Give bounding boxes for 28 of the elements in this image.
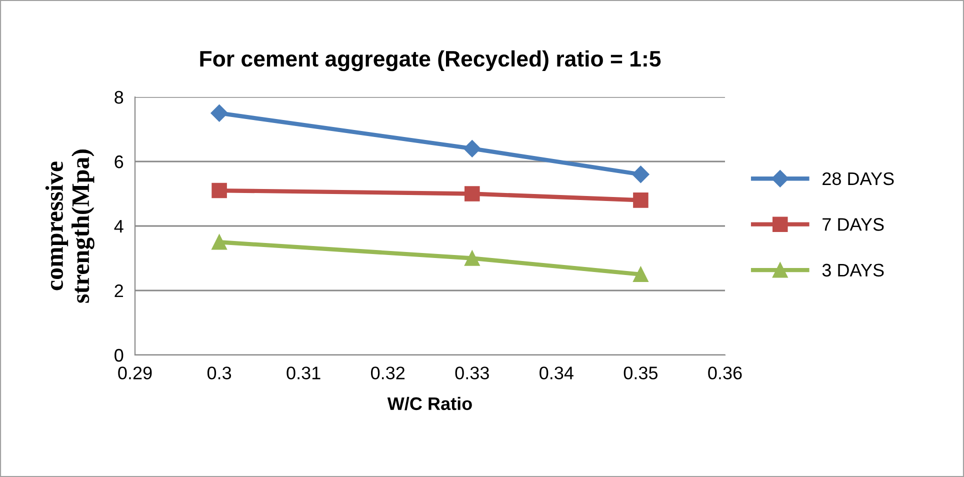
legend-label: 3 DAYS <box>822 264 884 277</box>
x-tick-label: 0.34 <box>540 366 574 380</box>
y-tick-label: 6 <box>114 155 124 168</box>
x-tick-label: 0.31 <box>286 366 320 380</box>
chart-title: For cement aggregate (Recycled) ratio = 1:5 <box>200 50 661 72</box>
legend-label: 28 DAYS <box>822 172 894 186</box>
point <box>212 234 227 250</box>
y-tick-label: 4 <box>114 220 124 233</box>
x-tick-label: 0.33 <box>455 366 489 380</box>
point <box>632 166 650 183</box>
legend-label: 7 DAYS <box>822 218 884 231</box>
y-tick-label: 2 <box>114 284 123 298</box>
point <box>210 104 228 122</box>
x-tick-label: 0.29 <box>118 366 152 380</box>
x-tick-label: 0.35 <box>624 366 658 380</box>
y-tick-label: 0 <box>114 348 124 362</box>
point <box>633 266 648 282</box>
x-tick-label: 0.36 <box>708 366 742 380</box>
x-tick-label: 0.3 <box>207 366 232 380</box>
y-axis-title: compressive strength(Mpa) <box>45 150 94 303</box>
point <box>464 140 481 158</box>
x-axis-title: W/C Ratio <box>387 396 472 410</box>
x-tick-label: 0.32 <box>370 366 405 380</box>
point <box>464 186 480 202</box>
point <box>464 250 480 266</box>
point <box>633 192 648 208</box>
y-tick-label: 8 <box>114 90 124 104</box>
point <box>212 182 227 198</box>
